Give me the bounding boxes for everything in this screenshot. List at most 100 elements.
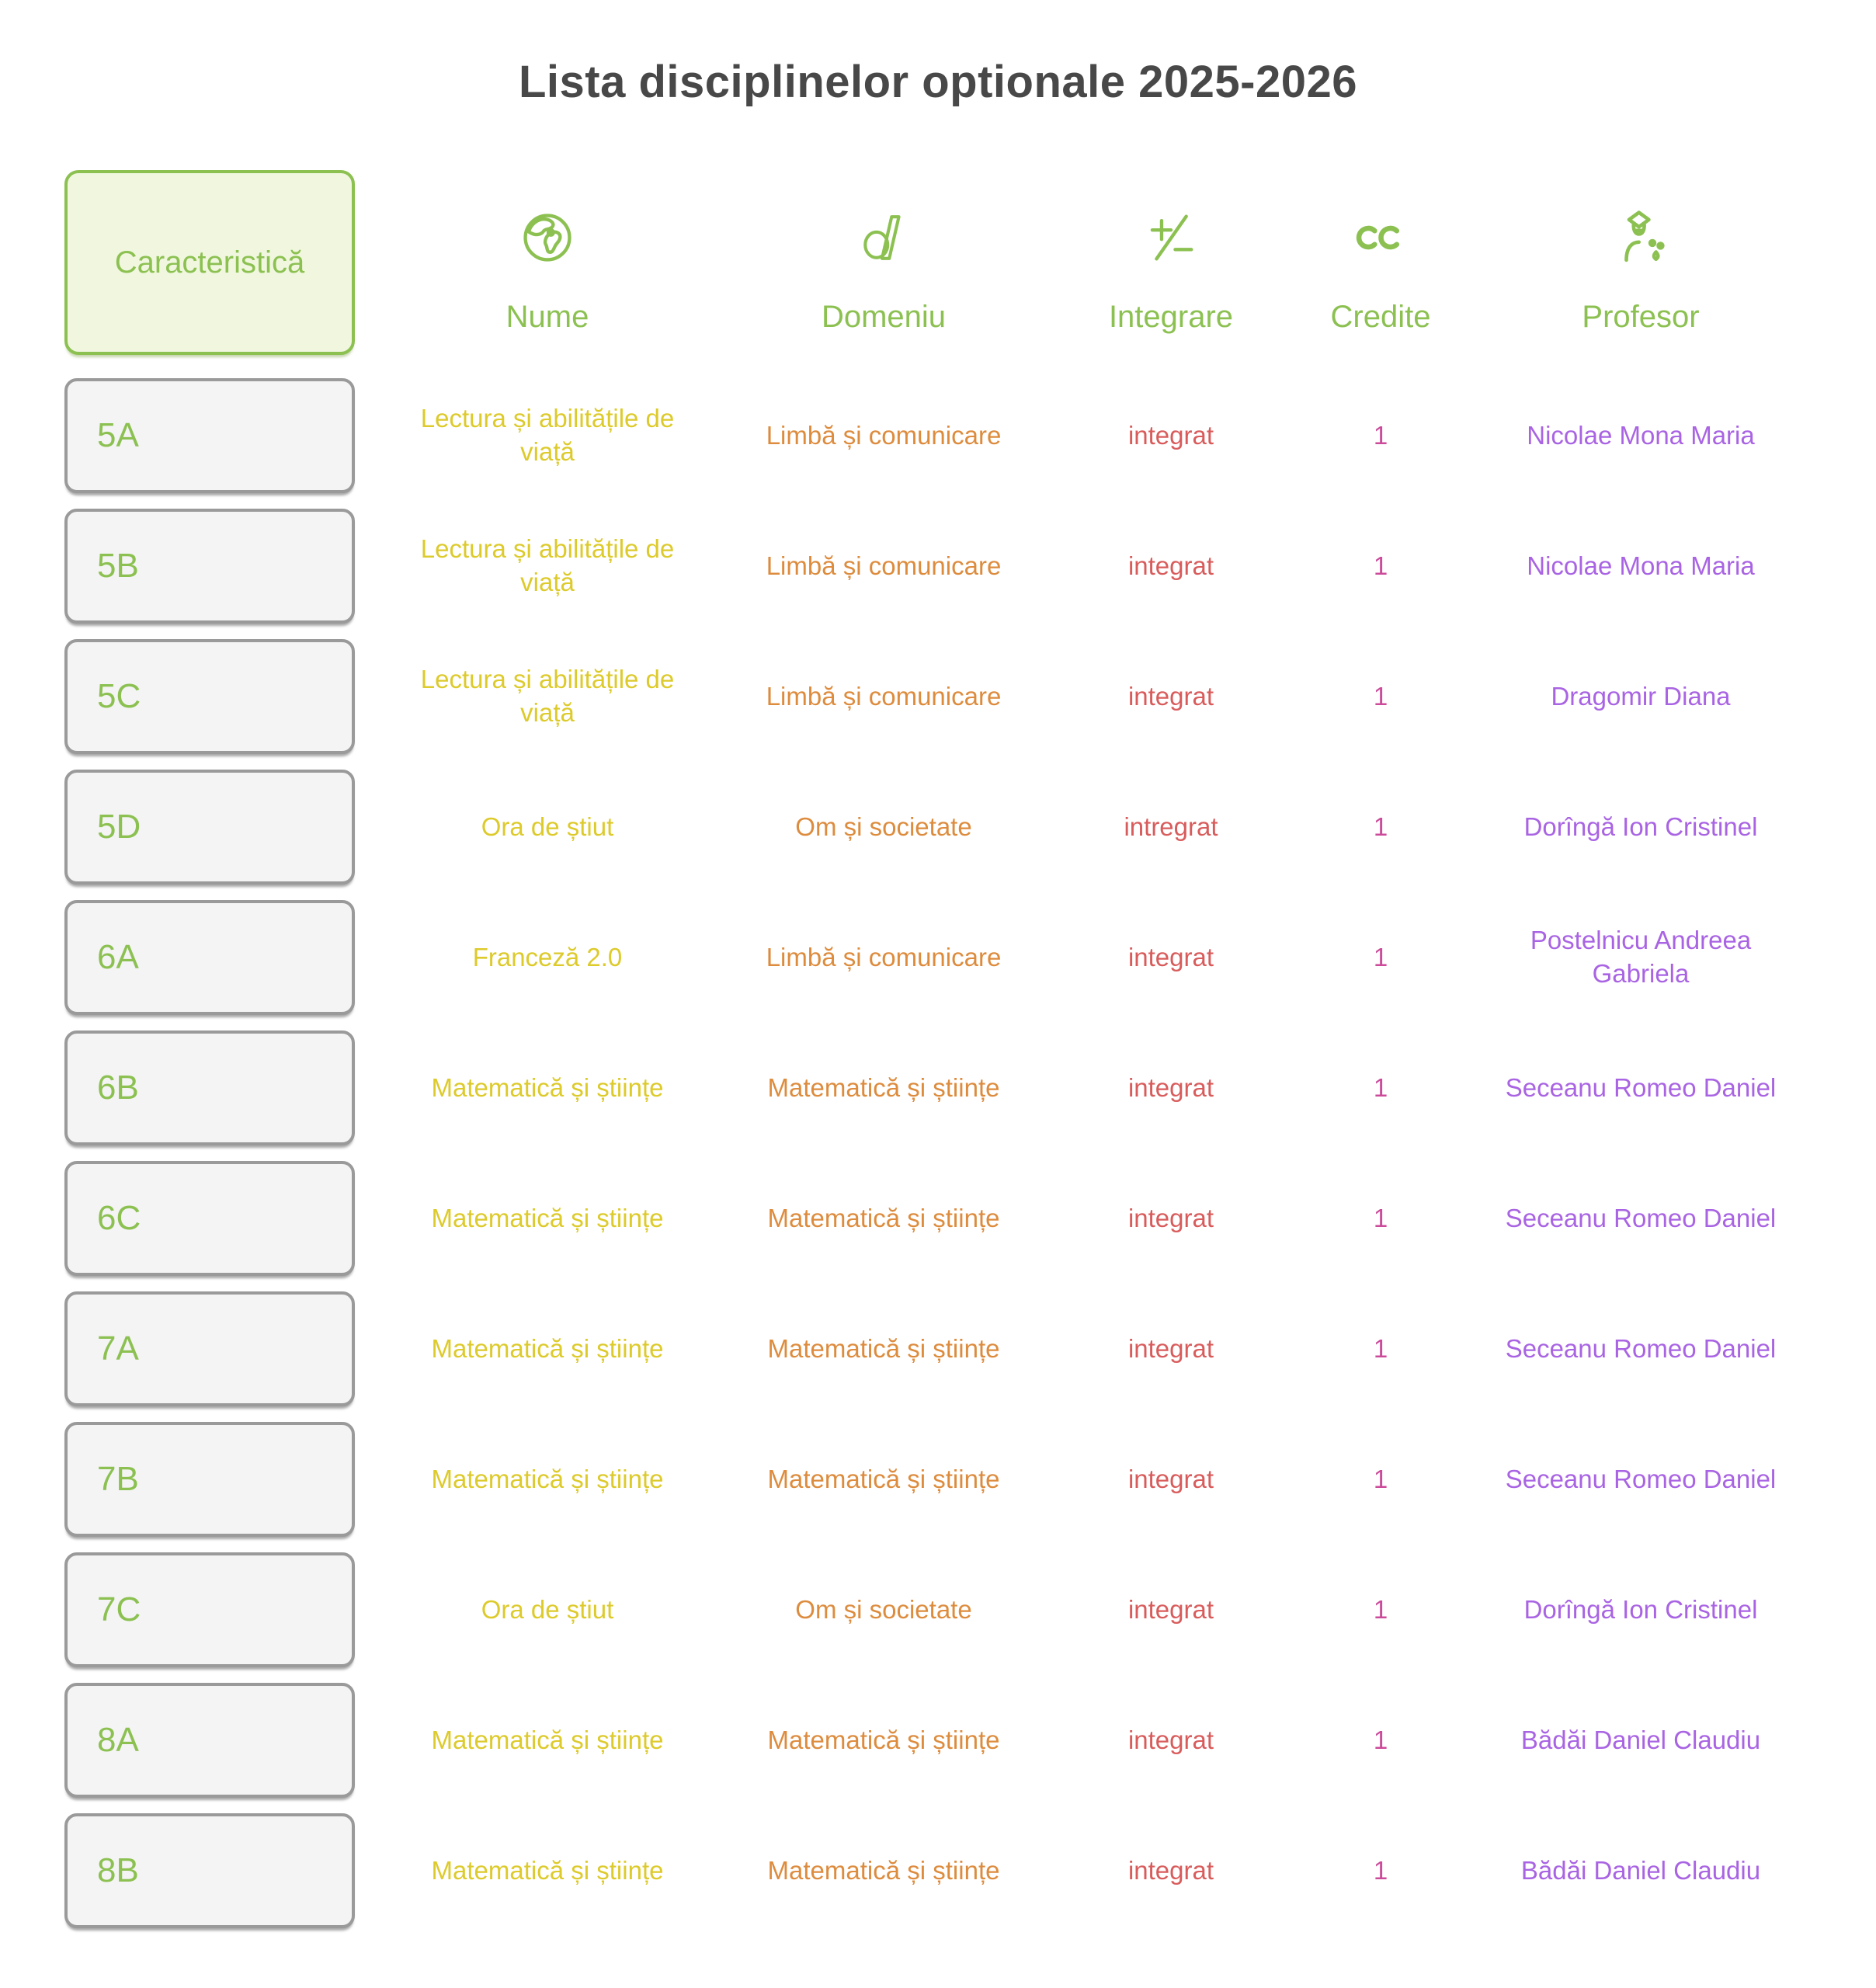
- cell-nume: Lectura și abilitățile de viață: [420, 534, 675, 596]
- caracteristica-chip[interactable]: Caracteristică: [64, 170, 355, 355]
- cell-domeniu: Matematică și științe: [767, 1333, 1000, 1363]
- cell-nume: Matematică și științe: [431, 1464, 664, 1493]
- table-row: 7A Matematică și științe Matematică și ș…: [64, 1291, 1876, 1406]
- column-header-integrare: Integrare: [1051, 170, 1291, 355]
- cell-credite: 1: [1373, 942, 1388, 971]
- class-chip[interactable]: 6A: [64, 900, 355, 1015]
- class-label: 8A: [97, 1721, 139, 1759]
- column-header-label: Credite: [1330, 300, 1431, 334]
- cell-credite: 1: [1373, 420, 1388, 450]
- class-chip[interactable]: 5C: [64, 639, 355, 754]
- cell-domeniu: Om și societate: [795, 1594, 972, 1624]
- class-chip[interactable]: 5B: [64, 509, 355, 624]
- column-header-label: Integrare: [1108, 300, 1234, 334]
- cell-nume: Matematică și științe: [431, 1203, 664, 1232]
- cell-nume: Lectura și abilitățile de viață: [420, 665, 675, 727]
- table-rows: 5A Lectura și abilitățile de viață Limbă…: [64, 378, 1876, 1928]
- cell-profesor: Seceanu Romeo Daniel: [1505, 1333, 1777, 1363]
- class-label: 8B: [97, 1851, 139, 1889]
- cell-profesor: Seceanu Romeo Daniel: [1505, 1072, 1777, 1102]
- cell-profesor: Dragomir Diana: [1551, 681, 1731, 711]
- column-header-profesor: Profesor: [1470, 170, 1812, 355]
- cell-profesor: Nicolae Mona Maria: [1527, 551, 1755, 580]
- class-label: 5D: [97, 808, 141, 846]
- class-chip[interactable]: 8B: [64, 1813, 355, 1928]
- class-label: 6C: [97, 1199, 141, 1237]
- class-label: 7B: [97, 1460, 139, 1498]
- class-chip[interactable]: 5A: [64, 378, 355, 493]
- cell-profesor: Bădăi Daniel Claudiu: [1520, 1855, 1761, 1885]
- class-chip[interactable]: 8A: [64, 1683, 355, 1798]
- cell-profesor: Dorîngă Ion Cristinel: [1523, 812, 1758, 841]
- table-header-row: Caracteristică Nume: [64, 170, 1876, 355]
- cell-credite: 1: [1373, 1333, 1388, 1363]
- caracteristica-label: Caracteristică: [114, 245, 305, 280]
- class-label: 5C: [97, 677, 141, 715]
- class-chip[interactable]: 6C: [64, 1161, 355, 1276]
- cell-integrare: integrat: [1127, 681, 1214, 711]
- cell-integrare: integrat: [1127, 1725, 1214, 1754]
- class-label: 7A: [97, 1329, 139, 1368]
- cell-nume: Matematică și științe: [431, 1725, 664, 1754]
- class-label: 5A: [97, 416, 139, 454]
- cell-integrare: integrat: [1127, 1203, 1214, 1232]
- class-chip[interactable]: 6B: [64, 1030, 355, 1145]
- cell-integrare: integrat: [1127, 551, 1214, 580]
- cell-domeniu: Matematică și științe: [767, 1464, 1000, 1493]
- cell-credite: 1: [1373, 681, 1388, 711]
- table-row: 7B Matematică și științe Matematică și ș…: [64, 1422, 1876, 1537]
- class-chip[interactable]: 5D: [64, 770, 355, 885]
- class-label: 5B: [97, 547, 139, 585]
- cell-credite: 1: [1373, 1203, 1388, 1232]
- double-c-credits-icon: [1353, 210, 1408, 266]
- cell-domeniu: Limbă și comunicare: [766, 942, 1002, 971]
- column-header-credite: Credite: [1291, 170, 1470, 355]
- cell-nume: Matematică și științe: [431, 1072, 664, 1102]
- cell-credite: 1: [1373, 1072, 1388, 1102]
- cell-nume: Lectura și abilitățile de viață: [420, 404, 675, 466]
- column-header-domeniu: Domeniu: [717, 170, 1051, 355]
- column-header-label: Profesor: [1582, 300, 1700, 334]
- cell-credite: 1: [1373, 551, 1388, 580]
- cell-domeniu: Limbă și comunicare: [766, 681, 1002, 711]
- disciplines-table: Caracteristică Nume: [0, 170, 1876, 1928]
- cell-domeniu: Matematică și științe: [767, 1725, 1000, 1754]
- table-row: 6A Franceză 2.0 Limbă și comunicare inte…: [64, 900, 1876, 1015]
- table-row: 6C Matematică și științe Matematică și ș…: [64, 1161, 1876, 1276]
- domain-d-icon: [858, 210, 909, 266]
- cell-nume: Ora de știut: [481, 1594, 614, 1624]
- cell-nume: Matematică și științe: [431, 1333, 664, 1363]
- page-title: Lista disciplinelor optionale 2025-2026: [519, 57, 1357, 107]
- class-chip[interactable]: 7C: [64, 1552, 355, 1667]
- class-chip[interactable]: 7B: [64, 1422, 355, 1537]
- class-label: 6A: [97, 938, 139, 976]
- cell-integrare: integrat: [1127, 420, 1214, 450]
- table-row: 5D Ora de știut Om și societate intregra…: [64, 770, 1876, 885]
- table-row: 5C Lectura și abilitățile de viață Limbă…: [64, 639, 1876, 754]
- cell-integrare: integrat: [1127, 942, 1214, 971]
- column-header-label: Domeniu: [821, 300, 947, 334]
- cell-integrare: integrat: [1127, 1333, 1214, 1363]
- table-row: 5B Lectura și abilitățile de viață Limbă…: [64, 509, 1876, 624]
- cell-credite: 1: [1373, 812, 1388, 841]
- cell-domeniu: Matematică și științe: [767, 1855, 1000, 1885]
- cell-nume: Ora de știut: [481, 812, 614, 841]
- plus-minus-icon: [1144, 210, 1198, 266]
- cell-integrare: integrat: [1127, 1072, 1214, 1102]
- optional-disciplines-page: Lista disciplinelor optionale 2025-2026 …: [0, 57, 1876, 1928]
- class-chip[interactable]: 7A: [64, 1291, 355, 1406]
- column-header-label: Nume: [505, 300, 589, 334]
- cell-integrare: intregrat: [1124, 812, 1218, 841]
- table-row: 8A Matematică și științe Matematică și ș…: [64, 1683, 1876, 1798]
- table-row: 6B Matematică și științe Matematică și ș…: [64, 1030, 1876, 1145]
- cell-profesor: Bădăi Daniel Claudiu: [1520, 1725, 1761, 1754]
- cell-credite: 1: [1373, 1725, 1388, 1754]
- cell-profesor: Dorîngă Ion Cristinel: [1523, 1594, 1758, 1624]
- column-header-nume: Nume: [378, 170, 717, 355]
- globe-icon: [520, 210, 575, 266]
- cell-domeniu: Matematică și științe: [767, 1072, 1000, 1102]
- class-label: 7C: [97, 1590, 141, 1628]
- cell-integrare: integrat: [1127, 1594, 1214, 1624]
- cell-integrare: integrat: [1127, 1855, 1214, 1885]
- cell-profesor: Seceanu Romeo Daniel: [1505, 1464, 1777, 1493]
